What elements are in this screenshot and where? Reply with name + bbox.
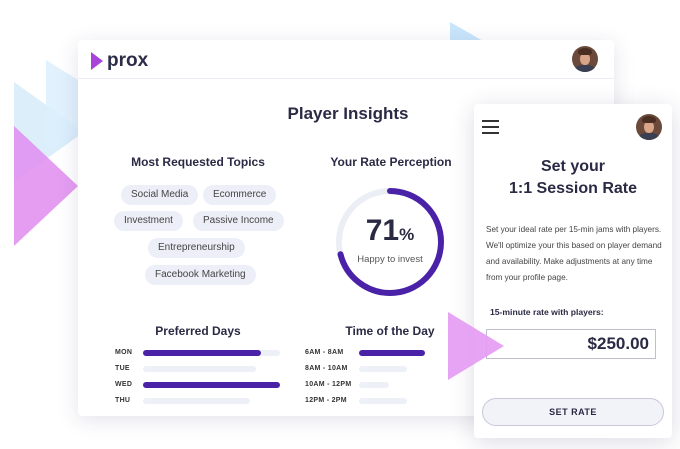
bar-track [143, 350, 280, 356]
rate-perception-heading: Your Rate Perception [330, 155, 452, 169]
bar-row: THU [115, 395, 280, 407]
bar-fill [143, 350, 261, 356]
topic-chip[interactable]: Social Media [121, 185, 199, 205]
bar-label: 10AM - 12PM [305, 381, 352, 388]
logo[interactable]: prox [91, 50, 148, 72]
bar-label: THU [115, 397, 131, 404]
gauge-progress [336, 188, 444, 296]
bar-row: WED [115, 379, 280, 391]
topics-heading: Most Requested Topics [131, 155, 265, 169]
bar-row: 8AM - 10AM [305, 363, 425, 375]
bar-track [143, 366, 256, 372]
bar-row: 6AM - 8AM [305, 347, 425, 359]
bar-track [359, 366, 407, 372]
bar-row: 10AM - 12PM [305, 379, 425, 391]
session-rate-description: Set your ideal rate per 15-min jams with… [486, 225, 662, 282]
bar-label: WED [115, 381, 133, 388]
logo-text: prox [107, 50, 149, 71]
gauge-ring [336, 188, 444, 296]
decor-triangle [448, 312, 504, 380]
bar-row: TUE [115, 363, 280, 375]
gauge-caption: Happy to invest [357, 254, 423, 265]
avatar[interactable] [572, 46, 598, 72]
decor-triangle [14, 126, 78, 246]
bar-label: MON [115, 349, 133, 356]
topic-chip[interactable]: Facebook Marketing [145, 265, 256, 285]
rate-field-label: 15-minute rate with players: [490, 307, 604, 317]
session-rate-card: Set your 1:1 Session Rate Set your ideal… [474, 104, 672, 438]
set-rate-button[interactable]: SET RATE [482, 398, 664, 426]
topic-chip[interactable]: Ecommerce [203, 185, 277, 205]
bar-label: 12PM - 2PM [305, 397, 347, 404]
bar-track [359, 398, 407, 404]
bar-row: 12PM - 2PM [305, 395, 425, 407]
session-rate-title: Set your 1:1 Session Rate [508, 158, 638, 197]
bar-track [143, 382, 280, 388]
rate-gauge: 71% Happy to invest [334, 186, 446, 298]
preferred-days-heading: Preferred Days [155, 324, 241, 338]
bar-track [143, 398, 250, 404]
bar-fill [359, 350, 425, 356]
menu-icon[interactable] [482, 120, 499, 134]
topic-chip[interactable]: Passive Income [193, 211, 284, 231]
avatar[interactable] [636, 114, 662, 140]
rate-percentage: 71% [365, 214, 415, 247]
bar-fill [143, 382, 280, 388]
bar-label: TUE [115, 365, 130, 372]
rate-input[interactable] [486, 329, 656, 359]
time-of-day-heading: Time of the Day [345, 324, 435, 338]
bar-label: 8AM - 10AM [305, 365, 348, 372]
app-header: prox [78, 40, 614, 79]
bar-label: 6AM - 8AM [305, 349, 344, 356]
bar-track [359, 350, 425, 356]
page-title: Player Insights [287, 104, 409, 123]
prox-logo-icon [91, 52, 103, 70]
bar-track [359, 382, 389, 388]
topic-chip[interactable]: Investment [114, 211, 183, 231]
bar-row: MON [115, 347, 280, 359]
topic-chip[interactable]: Entrepreneurship [148, 238, 245, 258]
